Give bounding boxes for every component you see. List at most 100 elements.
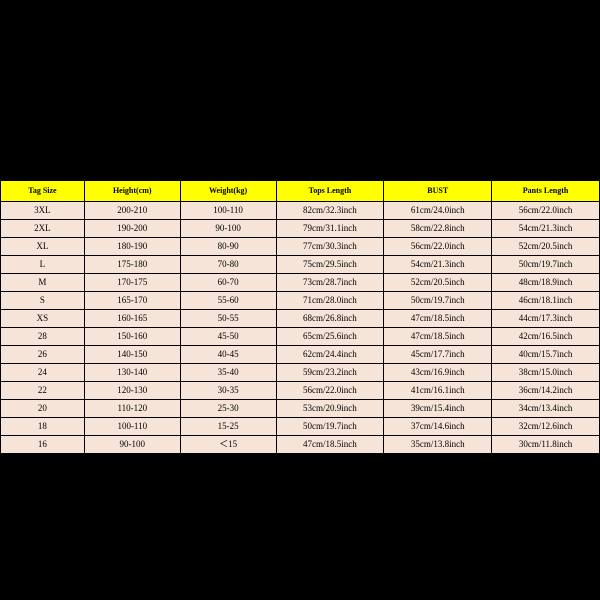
cell-tops: 59cm/23.2inch — [276, 364, 384, 382]
cell-weight: 100-110 — [180, 202, 276, 220]
col-header-bust: BUST — [384, 181, 492, 202]
cell-pants: 50cm/19.7inch — [492, 256, 600, 274]
cell-height: 140-150 — [84, 346, 180, 364]
table-row: 16 90-100 ＜15 47cm/18.5inch 35cm/13.8inc… — [1, 436, 600, 454]
cell-height: 175-180 — [84, 256, 180, 274]
cell-bust: 35cm/13.8inch — [384, 436, 492, 454]
cell-height: 170-175 — [84, 274, 180, 292]
cell-weight: 70-80 — [180, 256, 276, 274]
cell-weight: 40-45 — [180, 346, 276, 364]
cell-pants: 56cm/22.0inch — [492, 202, 600, 220]
cell-height: 120-130 — [84, 382, 180, 400]
size-chart-sheet: Tag Size Height(cm) Weight(kg) Tops Leng… — [0, 180, 600, 454]
cell-weight: 80-90 — [180, 238, 276, 256]
cell-tag: 24 — [1, 364, 85, 382]
cell-tag: 18 — [1, 418, 85, 436]
cell-tag: 20 — [1, 400, 85, 418]
table-row: 2XL 190-200 90-100 79cm/31.1inch 58cm/22… — [1, 220, 600, 238]
cell-tops: 62cm/24.4inch — [276, 346, 384, 364]
cell-tops: 79cm/31.1inch — [276, 220, 384, 238]
table-row: XS 160-165 50-55 68cm/26.8inch 47cm/18.5… — [1, 310, 600, 328]
col-header-pants: Pants Length — [492, 181, 600, 202]
col-header-tops: Tops Length — [276, 181, 384, 202]
cell-tops: 65cm/25.6inch — [276, 328, 384, 346]
cell-weight: ＜15 — [180, 436, 276, 454]
cell-pants: 34cm/13.4inch — [492, 400, 600, 418]
cell-tag: XL — [1, 238, 85, 256]
table-row: 26 140-150 40-45 62cm/24.4inch 45cm/17.7… — [1, 346, 600, 364]
cell-height: 150-160 — [84, 328, 180, 346]
cell-tag: 3XL — [1, 202, 85, 220]
cell-tops: 56cm/22.0inch — [276, 382, 384, 400]
cell-pants: 42cm/16.5inch — [492, 328, 600, 346]
cell-tops: 50cm/19.7inch — [276, 418, 384, 436]
table-row: S 165-170 55-60 71cm/28.0inch 50cm/19.7i… — [1, 292, 600, 310]
cell-bust: 47cm/18.5inch — [384, 328, 492, 346]
cell-tops: 47cm/18.5inch — [276, 436, 384, 454]
cell-pants: 54cm/21.3inch — [492, 220, 600, 238]
cell-tops: 71cm/28.0inch — [276, 292, 384, 310]
cell-weight: 35-40 — [180, 364, 276, 382]
col-header-weight: Weight(kg) — [180, 181, 276, 202]
table-row: 20 110-120 25-30 53cm/20.9inch 39cm/15.4… — [1, 400, 600, 418]
cell-tag: S — [1, 292, 85, 310]
cell-pants: 46cm/18.1inch — [492, 292, 600, 310]
cell-tag: L — [1, 256, 85, 274]
cell-height: 90-100 — [84, 436, 180, 454]
table-row: XL 180-190 80-90 77cm/30.3inch 56cm/22.0… — [1, 238, 600, 256]
cell-pants: 36cm/14.2inch — [492, 382, 600, 400]
size-chart-table: Tag Size Height(cm) Weight(kg) Tops Leng… — [0, 180, 600, 454]
cell-pants: 38cm/15.0inch — [492, 364, 600, 382]
cell-pants: 44cm/17.3inch — [492, 310, 600, 328]
cell-weight: 30-35 — [180, 382, 276, 400]
cell-bust: 45cm/17.7inch — [384, 346, 492, 364]
cell-tag: 26 — [1, 346, 85, 364]
cell-tag: M — [1, 274, 85, 292]
table-row: 24 130-140 35-40 59cm/23.2inch 43cm/16.9… — [1, 364, 600, 382]
table-row: 3XL 200-210 100-110 82cm/32.3inch 61cm/2… — [1, 202, 600, 220]
size-chart-body: 3XL 200-210 100-110 82cm/32.3inch 61cm/2… — [1, 202, 600, 454]
cell-bust: 54cm/21.3inch — [384, 256, 492, 274]
cell-pants: 52cm/20.5inch — [492, 238, 600, 256]
cell-bust: 37cm/14.6inch — [384, 418, 492, 436]
cell-weight: 90-100 — [180, 220, 276, 238]
cell-tops: 68cm/26.8inch — [276, 310, 384, 328]
cell-weight: 55-60 — [180, 292, 276, 310]
cell-tag: 2XL — [1, 220, 85, 238]
cell-weight: 25-30 — [180, 400, 276, 418]
cell-height: 100-110 — [84, 418, 180, 436]
cell-bust: 56cm/22.0inch — [384, 238, 492, 256]
cell-weight: 50-55 — [180, 310, 276, 328]
cell-tops: 77cm/30.3inch — [276, 238, 384, 256]
cell-weight: 15-25 — [180, 418, 276, 436]
cell-height: 165-170 — [84, 292, 180, 310]
table-row: M 170-175 60-70 73cm/28.7inch 52cm/20.5i… — [1, 274, 600, 292]
cell-tops: 73cm/28.7inch — [276, 274, 384, 292]
cell-bust: 43cm/16.9inch — [384, 364, 492, 382]
cell-height: 180-190 — [84, 238, 180, 256]
cell-height: 130-140 — [84, 364, 180, 382]
cell-tops: 53cm/20.9inch — [276, 400, 384, 418]
cell-tops: 75cm/29.5inch — [276, 256, 384, 274]
table-row: 18 100-110 15-25 50cm/19.7inch 37cm/14.6… — [1, 418, 600, 436]
cell-height: 110-120 — [84, 400, 180, 418]
table-row: 28 150-160 45-50 65cm/25.6inch 47cm/18.5… — [1, 328, 600, 346]
col-header-height: Height(cm) — [84, 181, 180, 202]
table-row: 22 120-130 30-35 56cm/22.0inch 41cm/16.1… — [1, 382, 600, 400]
cell-bust: 52cm/20.5inch — [384, 274, 492, 292]
cell-weight: 60-70 — [180, 274, 276, 292]
cell-bust: 39cm/15.4inch — [384, 400, 492, 418]
header-row: Tag Size Height(cm) Weight(kg) Tops Leng… — [1, 181, 600, 202]
cell-pants: 32cm/12.6inch — [492, 418, 600, 436]
cell-tag: 16 — [1, 436, 85, 454]
cell-pants: 48cm/18.9inch — [492, 274, 600, 292]
cell-weight: 45-50 — [180, 328, 276, 346]
cell-bust: 50cm/19.7inch — [384, 292, 492, 310]
cell-bust: 58cm/22.8inch — [384, 220, 492, 238]
table-row: L 175-180 70-80 75cm/29.5inch 54cm/21.3i… — [1, 256, 600, 274]
cell-height: 200-210 — [84, 202, 180, 220]
cell-bust: 61cm/24.0inch — [384, 202, 492, 220]
cell-bust: 47cm/18.5inch — [384, 310, 492, 328]
cell-height: 190-200 — [84, 220, 180, 238]
col-header-tag: Tag Size — [1, 181, 85, 202]
